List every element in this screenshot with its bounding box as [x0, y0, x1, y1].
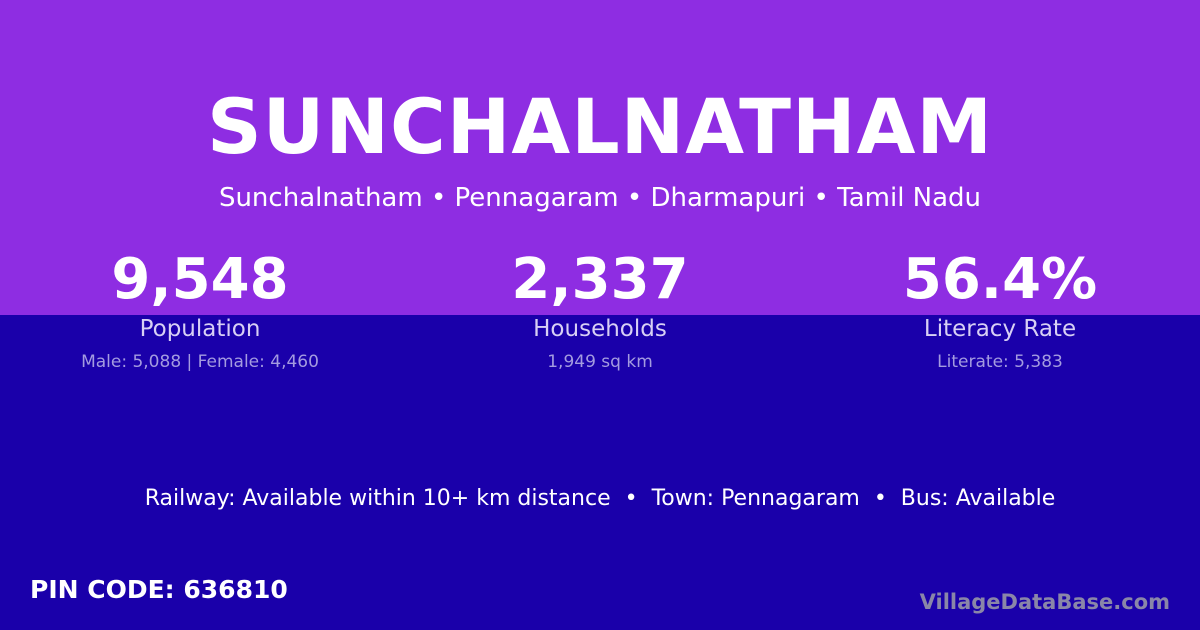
village-title: SUNCHALNATHAM: [206, 82, 994, 171]
stat-label: Population: [139, 316, 261, 342]
amenities: Railway: Available within 10+ km distanc…: [144, 486, 1056, 511]
breadcrumb: Sunchalnatham • Pennagaram • Dharmapuri …: [218, 183, 982, 213]
stat-detail: Male: 5,088 | Female: 4,460: [81, 352, 319, 372]
stat-detail: Literate: 5,383: [937, 352, 1063, 372]
stat-detail: 1,949 sq km: [547, 352, 653, 372]
stat-population: 9,548 Population Male: 5,088 | Female: 4…: [0, 247, 400, 373]
stat-label: Households: [533, 316, 667, 342]
stat-value: 56.4%: [902, 247, 1098, 312]
brand-logo: VillageDataBase.com: [919, 590, 1170, 614]
pin-code: PIN CODE: 636810: [30, 575, 288, 604]
stat-households: 2,337 Households 1,949 sq km: [400, 247, 800, 373]
stat-value: 9,548: [111, 247, 289, 312]
stat-literacy: 56.4% Literacy Rate Literate: 5,383: [800, 247, 1200, 373]
stat-label: Literacy Rate: [923, 316, 1077, 342]
header-band: [0, 0, 1200, 315]
stat-value: 2,337: [511, 247, 689, 312]
